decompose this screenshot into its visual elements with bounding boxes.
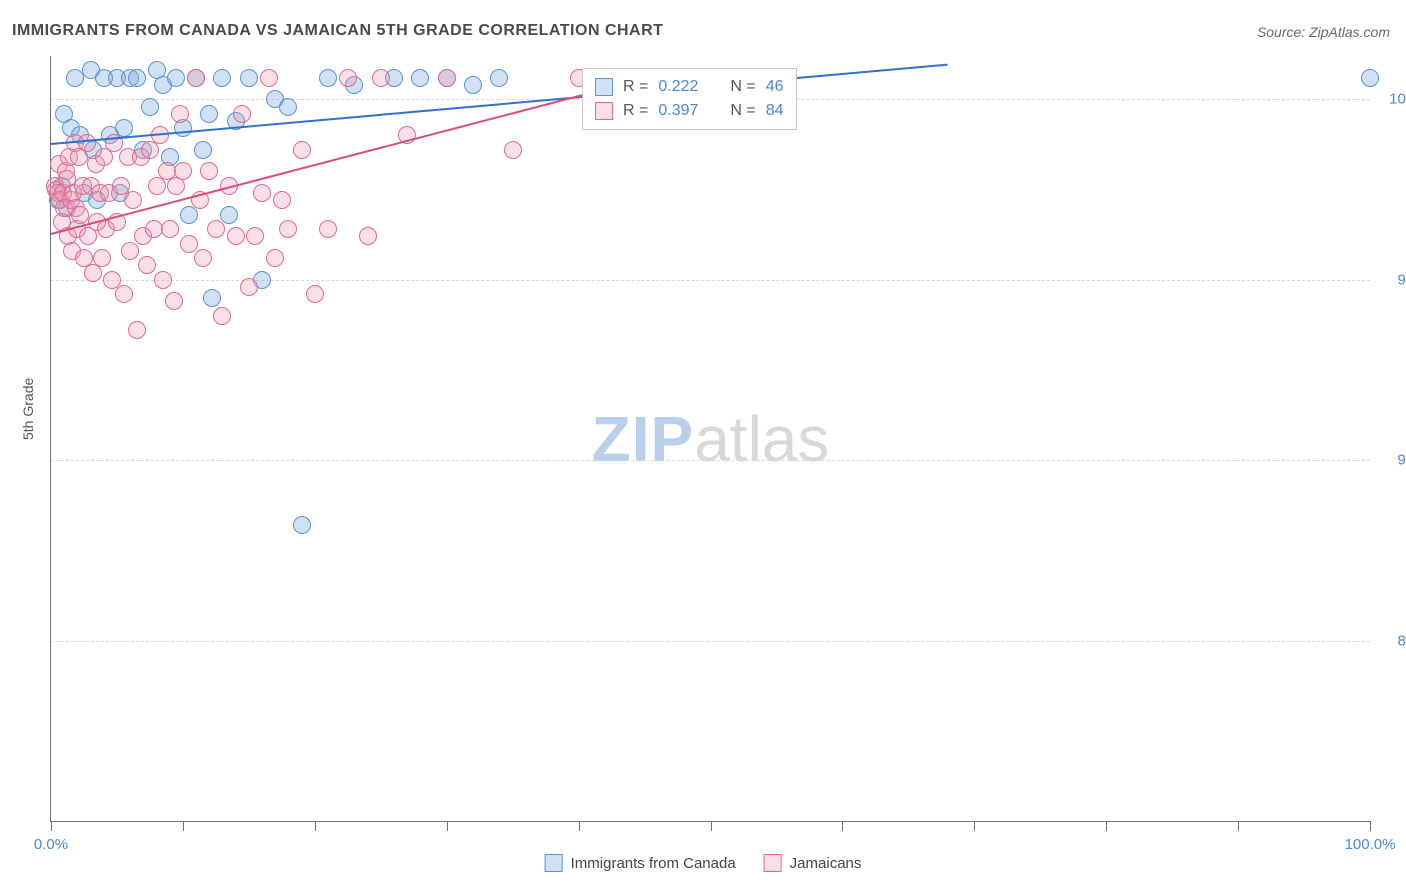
x-tick [51, 821, 52, 831]
scatter-point [124, 191, 142, 209]
series-swatch [595, 78, 613, 96]
scatter-point [411, 69, 429, 87]
legend-label: Jamaicans [790, 855, 862, 872]
scatter-point [141, 98, 159, 116]
stat-r-label: R = [623, 99, 648, 123]
scatter-point [227, 227, 245, 245]
scatter-point [161, 220, 179, 238]
scatter-point [253, 184, 271, 202]
scatter-point [194, 141, 212, 159]
scatter-point [167, 69, 185, 87]
legend-bottom: Immigrants from Canada Jamaicans [545, 854, 862, 872]
stats-row: R = 0.222 N = 46 [595, 75, 784, 99]
x-tick [711, 821, 712, 831]
x-tick [183, 821, 184, 831]
scatter-point [138, 256, 156, 274]
scatter-point [319, 220, 337, 238]
scatter-point [490, 69, 508, 87]
scatter-point [273, 191, 291, 209]
legend-item: Immigrants from Canada [545, 854, 736, 872]
scatter-point [372, 69, 390, 87]
x-tick [579, 821, 580, 831]
y-tick-label: 90.0% [1397, 452, 1406, 469]
scatter-point [121, 242, 139, 260]
scatter-point [260, 69, 278, 87]
x-tick [1106, 821, 1107, 831]
y-gridline [51, 641, 1370, 642]
scatter-point [233, 105, 251, 123]
scatter-point [438, 69, 456, 87]
stat-r-value: 0.222 [658, 75, 698, 99]
y-gridline [51, 460, 1370, 461]
scatter-point [293, 141, 311, 159]
scatter-point [115, 285, 133, 303]
scatter-point [128, 321, 146, 339]
stat-r-label: R = [623, 75, 648, 99]
x-tick [974, 821, 975, 831]
scatter-point [78, 134, 96, 152]
scatter-point [207, 220, 225, 238]
scatter-point [128, 69, 146, 87]
scatter-point [504, 141, 522, 159]
scatter-point [220, 206, 238, 224]
stat-r-value: 0.397 [658, 99, 698, 123]
scatter-point [165, 292, 183, 310]
stat-n-label: N = [730, 75, 755, 99]
legend-swatch [545, 854, 563, 872]
scatter-point [203, 289, 221, 307]
chart-title: IMMIGRANTS FROM CANADA VS JAMAICAN 5TH G… [12, 22, 663, 40]
scatter-point [213, 307, 231, 325]
legend-label: Immigrants from Canada [571, 855, 736, 872]
scatter-point [293, 516, 311, 534]
scatter-point [171, 105, 189, 123]
scatter-point [200, 105, 218, 123]
scatter-point [359, 227, 377, 245]
scatter-point [279, 220, 297, 238]
y-tick-label: 95.0% [1397, 271, 1406, 288]
scatter-point [71, 206, 89, 224]
stat-n-value: 84 [766, 99, 784, 123]
scatter-point [279, 98, 297, 116]
series-swatch [595, 102, 613, 120]
scatter-plot-area: 85.0%90.0%95.0%100.0%0.0%100.0%R =0.222N… [50, 56, 1370, 822]
x-tick [315, 821, 316, 831]
scatter-point [1361, 69, 1379, 87]
scatter-point [200, 162, 218, 180]
y-tick-label: 85.0% [1397, 632, 1406, 649]
scatter-point [194, 249, 212, 267]
scatter-point [240, 69, 258, 87]
scatter-point [154, 271, 172, 289]
scatter-point [240, 278, 258, 296]
x-tick-label: 0.0% [34, 836, 68, 853]
x-tick-label: 100.0% [1345, 836, 1396, 853]
scatter-point [213, 69, 231, 87]
source-label: Source: ZipAtlas.com [1257, 24, 1390, 40]
scatter-point [246, 227, 264, 245]
y-tick-label: 100.0% [1389, 91, 1406, 108]
x-tick [1238, 821, 1239, 831]
scatter-point [306, 285, 324, 303]
legend-swatch [764, 854, 782, 872]
stats-row: R = 0.397 N = 84 [595, 99, 784, 123]
x-tick [1370, 821, 1371, 831]
x-tick [842, 821, 843, 831]
scatter-point [266, 249, 284, 267]
stat-n-value: 46 [766, 75, 784, 99]
scatter-point [93, 249, 111, 267]
scatter-point [319, 69, 337, 87]
y-axis-label: 5th Grade [20, 378, 36, 440]
scatter-point [180, 235, 198, 253]
stat-n-label: N = [730, 99, 755, 123]
scatter-point [187, 69, 205, 87]
scatter-point [464, 76, 482, 94]
scatter-point [339, 69, 357, 87]
x-tick [447, 821, 448, 831]
scatter-point [174, 162, 192, 180]
stats-box: R = 0.222 N = 46 R = 0.397 N = 84 [582, 68, 797, 130]
legend-item: Jamaicans [764, 854, 862, 872]
